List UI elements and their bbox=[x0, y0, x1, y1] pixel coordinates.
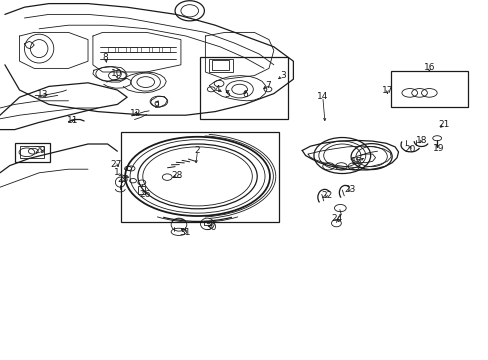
Bar bbox=[107, 47, 115, 52]
Bar bbox=[151, 47, 159, 52]
Text: 11: 11 bbox=[66, 116, 78, 125]
Text: 8: 8 bbox=[102, 53, 108, 62]
Bar bbox=[200, 57, 287, 119]
Text: 19: 19 bbox=[432, 144, 444, 153]
Text: 18: 18 bbox=[415, 136, 427, 145]
Text: 17: 17 bbox=[381, 86, 392, 95]
Text: 24: 24 bbox=[331, 214, 343, 223]
Text: 5: 5 bbox=[224, 90, 230, 99]
Text: 26: 26 bbox=[139, 190, 150, 199]
Bar bbox=[390, 71, 468, 107]
Text: 22: 22 bbox=[320, 191, 332, 199]
Text: 7: 7 bbox=[264, 81, 270, 90]
Text: 1: 1 bbox=[113, 168, 119, 177]
Text: 15: 15 bbox=[350, 157, 362, 166]
Bar bbox=[129, 47, 137, 52]
Text: 9: 9 bbox=[153, 100, 159, 109]
Text: 10: 10 bbox=[110, 69, 122, 78]
Text: 29: 29 bbox=[34, 146, 46, 155]
Text: 12: 12 bbox=[130, 109, 142, 118]
Bar bbox=[162, 47, 170, 52]
Bar bbox=[20, 146, 44, 158]
Text: 4: 4 bbox=[214, 85, 220, 94]
Bar bbox=[118, 47, 126, 52]
Text: 16: 16 bbox=[423, 63, 434, 72]
Bar bbox=[121, 132, 278, 222]
Text: 25: 25 bbox=[117, 175, 129, 184]
Text: 3: 3 bbox=[280, 71, 286, 80]
Bar bbox=[209, 59, 232, 72]
Text: 31: 31 bbox=[179, 228, 190, 237]
Text: 23: 23 bbox=[344, 184, 355, 194]
Text: 27: 27 bbox=[110, 161, 122, 169]
Text: 28: 28 bbox=[171, 171, 183, 180]
Text: 13: 13 bbox=[37, 90, 49, 99]
Bar bbox=[141, 47, 148, 52]
Bar bbox=[211, 60, 229, 70]
Bar bbox=[138, 186, 145, 194]
Text: 6: 6 bbox=[242, 90, 248, 99]
Text: 2: 2 bbox=[194, 146, 200, 155]
Text: 21: 21 bbox=[437, 120, 449, 129]
Text: 14: 14 bbox=[316, 92, 328, 101]
Text: 30: 30 bbox=[205, 223, 217, 232]
Bar bbox=[15, 143, 50, 162]
Text: 20: 20 bbox=[403, 145, 415, 154]
